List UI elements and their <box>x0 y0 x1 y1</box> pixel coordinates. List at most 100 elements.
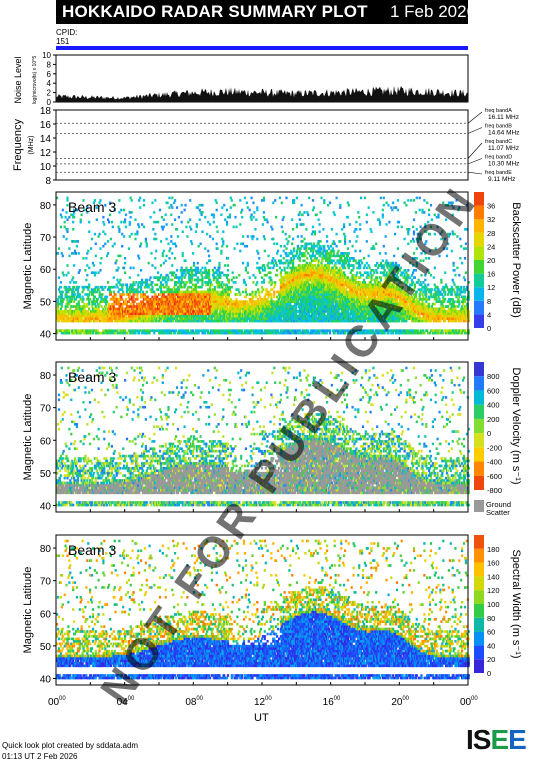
heatmap-cell <box>226 305 228 308</box>
heatmap-cell <box>169 317 171 320</box>
heatmap-cell <box>113 276 115 279</box>
heatmap-cell <box>164 313 166 316</box>
heatmap-cell <box>303 293 305 296</box>
heatmap-cell <box>99 291 101 294</box>
heatmap-cell <box>180 284 182 287</box>
heatmap-cell <box>125 298 127 301</box>
heatmap-cell <box>57 305 59 308</box>
heatmap-cell <box>188 274 190 277</box>
heatmap-cell <box>88 286 90 289</box>
heatmap-cell <box>155 276 157 279</box>
heatmap-cell <box>258 269 260 272</box>
heatmap-cell <box>268 255 270 258</box>
heatmap-cell <box>158 329 160 332</box>
heatmap-cell <box>196 291 198 294</box>
heatmap-cell <box>102 300 104 303</box>
heatmap-cell <box>130 267 132 270</box>
heatmap-cell <box>234 281 236 284</box>
heatmap-cell <box>116 329 118 332</box>
heatmap-cell <box>249 276 251 279</box>
heatmap-cell <box>174 288 176 291</box>
heatmap-cell <box>168 250 170 253</box>
heatmap-cell <box>284 269 286 272</box>
heatmap-cell <box>147 298 149 301</box>
heatmap-cell <box>174 310 176 313</box>
heatmap-cell <box>88 221 90 224</box>
heatmap-cell <box>151 286 153 289</box>
heatmap-cell <box>286 267 288 270</box>
heatmap-cell <box>283 332 285 335</box>
heatmap-cell <box>277 250 279 253</box>
heatmap-cell <box>101 313 103 316</box>
heatmap-cell <box>134 298 136 301</box>
heatmap-cell <box>70 288 72 291</box>
heatmap-cell <box>288 235 290 238</box>
heatmap-cell <box>136 288 138 291</box>
heatmap-cell <box>287 240 289 243</box>
heatmap-cell <box>259 332 261 335</box>
heatmap-cell <box>65 288 67 291</box>
heatmap-cell <box>174 296 176 299</box>
heatmap-cell <box>197 206 199 209</box>
heatmap-cell <box>110 310 112 313</box>
heatmap-cell <box>78 252 80 255</box>
heatmap-cell <box>181 221 183 224</box>
heatmap-cell <box>279 197 281 200</box>
heatmap-cell <box>155 221 157 224</box>
heatmap-cell <box>291 269 293 272</box>
heatmap-cell <box>204 308 206 311</box>
heatmap-cell <box>100 257 102 260</box>
heatmap-cell <box>171 197 173 200</box>
heatmap-cell <box>148 262 150 265</box>
heatmap-cell <box>146 281 148 284</box>
heatmap-cell <box>57 300 59 303</box>
heatmap-cell <box>251 298 253 301</box>
heatmap-cell <box>107 240 109 243</box>
heatmap-cell <box>120 221 122 224</box>
heatmap-cell <box>297 267 299 270</box>
heatmap-cell <box>69 281 71 284</box>
heatmap-cell <box>157 221 159 224</box>
heatmap-cell <box>178 216 180 219</box>
heatmap-cell <box>77 291 79 294</box>
heatmap-cell <box>285 274 287 277</box>
heatmap-cell <box>75 320 77 323</box>
heatmap-cell <box>248 317 250 320</box>
heatmap-cell <box>154 329 156 332</box>
heatmap-cell <box>198 332 200 335</box>
heatmap-cell <box>88 267 90 270</box>
heatmap-cell <box>299 264 301 267</box>
heatmap-cell <box>267 293 269 296</box>
heatmap-cell <box>130 291 132 294</box>
heatmap-cell <box>184 308 186 311</box>
heatmap-cell <box>216 293 218 296</box>
heatmap-cell <box>261 286 263 289</box>
heatmap-cell <box>218 262 220 265</box>
heatmap-cell <box>191 293 193 296</box>
heatmap-cell <box>209 286 211 289</box>
heatmap-cell <box>244 332 246 335</box>
heatmap-cell <box>268 271 270 274</box>
heatmap-cell <box>306 262 308 265</box>
heatmap-cell <box>137 255 139 258</box>
heatmap-cell <box>77 296 79 299</box>
heatmap-cell <box>227 264 229 267</box>
heatmap-cell <box>231 199 233 202</box>
heatmap-cell <box>277 303 279 306</box>
heatmap-cell <box>117 267 119 270</box>
heatmap-cell <box>82 300 84 303</box>
heatmap-cell <box>276 296 278 299</box>
heatmap-cell <box>66 218 68 221</box>
heatmap-cell <box>194 269 196 272</box>
heatmap-cell <box>206 262 208 265</box>
heatmap-cell <box>74 332 76 335</box>
heatmap-cell <box>196 279 198 282</box>
heatmap-cell <box>262 269 264 272</box>
heatmap-cell <box>144 296 146 299</box>
heatmap-cell <box>73 291 75 294</box>
heatmap-cell <box>239 223 241 226</box>
freq-band-leader <box>468 128 482 134</box>
heatmap-cell <box>146 291 148 294</box>
heatmap-cell <box>232 308 234 311</box>
heatmap-cell <box>103 223 105 226</box>
